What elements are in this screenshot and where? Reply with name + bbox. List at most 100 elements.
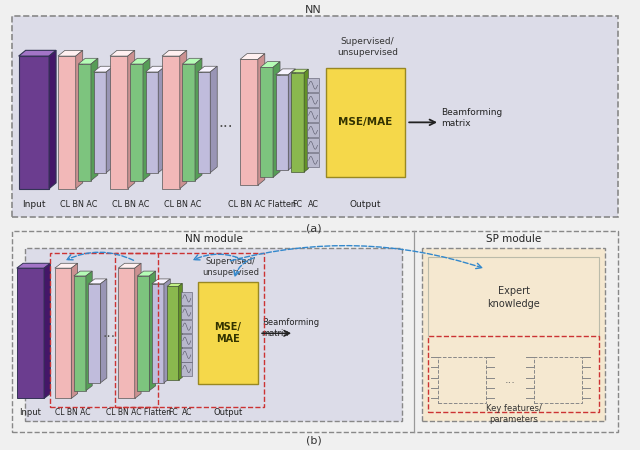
Text: CL BN AC: CL BN AC xyxy=(60,200,97,209)
Polygon shape xyxy=(86,271,92,391)
Polygon shape xyxy=(162,50,187,56)
FancyBboxPatch shape xyxy=(307,138,319,153)
Polygon shape xyxy=(100,279,107,383)
Polygon shape xyxy=(88,284,100,383)
FancyBboxPatch shape xyxy=(25,248,403,421)
FancyBboxPatch shape xyxy=(307,93,319,108)
Text: Supervised/
unsupervised: Supervised/ unsupervised xyxy=(202,257,259,277)
FancyBboxPatch shape xyxy=(181,334,193,347)
FancyBboxPatch shape xyxy=(12,231,618,432)
Polygon shape xyxy=(17,268,44,398)
Polygon shape xyxy=(93,66,113,72)
Polygon shape xyxy=(145,66,165,72)
Polygon shape xyxy=(162,56,180,189)
FancyBboxPatch shape xyxy=(326,68,405,177)
Polygon shape xyxy=(78,64,91,180)
Polygon shape xyxy=(273,62,280,177)
Polygon shape xyxy=(106,66,113,173)
Polygon shape xyxy=(198,66,217,72)
Polygon shape xyxy=(58,56,76,189)
Text: ...: ... xyxy=(103,326,116,340)
Text: MSE/
MAE: MSE/ MAE xyxy=(214,322,241,345)
Polygon shape xyxy=(19,56,49,189)
Text: ...: ... xyxy=(505,375,515,385)
Text: FC: FC xyxy=(292,200,303,209)
Polygon shape xyxy=(276,75,288,170)
Text: CL BN AC: CL BN AC xyxy=(112,200,150,209)
Polygon shape xyxy=(258,54,265,185)
Polygon shape xyxy=(128,50,135,189)
Text: FC: FC xyxy=(168,408,178,417)
Text: ...: ... xyxy=(218,115,233,130)
Polygon shape xyxy=(179,284,182,380)
Polygon shape xyxy=(55,268,71,398)
Polygon shape xyxy=(276,69,295,75)
FancyBboxPatch shape xyxy=(12,16,618,217)
Text: AC: AC xyxy=(308,200,319,209)
Polygon shape xyxy=(110,56,128,189)
FancyBboxPatch shape xyxy=(181,348,193,361)
Polygon shape xyxy=(88,279,107,284)
Polygon shape xyxy=(167,286,179,380)
FancyBboxPatch shape xyxy=(181,320,193,333)
Polygon shape xyxy=(91,58,98,180)
Polygon shape xyxy=(240,54,265,59)
FancyBboxPatch shape xyxy=(422,248,605,421)
FancyBboxPatch shape xyxy=(307,108,319,122)
Polygon shape xyxy=(76,50,83,189)
Polygon shape xyxy=(44,263,51,398)
Polygon shape xyxy=(182,58,202,64)
Text: (b): (b) xyxy=(306,435,321,445)
Polygon shape xyxy=(152,284,164,383)
Polygon shape xyxy=(110,50,135,56)
FancyBboxPatch shape xyxy=(428,257,599,338)
Text: MSE/MAE: MSE/MAE xyxy=(338,117,392,127)
Text: Beamforming
matrix: Beamforming matrix xyxy=(441,108,502,128)
Polygon shape xyxy=(260,68,273,177)
Polygon shape xyxy=(55,263,77,268)
Polygon shape xyxy=(71,263,77,398)
Text: Supervised/
unsupervised: Supervised/ unsupervised xyxy=(337,37,398,57)
FancyBboxPatch shape xyxy=(307,123,319,137)
Text: SP module: SP module xyxy=(486,234,541,244)
Text: CL BN AC Flatten: CL BN AC Flatten xyxy=(106,408,171,417)
Polygon shape xyxy=(198,72,211,173)
Text: Key features/
parameters: Key features/ parameters xyxy=(486,404,541,424)
FancyBboxPatch shape xyxy=(307,78,319,92)
Polygon shape xyxy=(288,69,295,170)
Polygon shape xyxy=(304,69,308,172)
Polygon shape xyxy=(49,50,56,189)
Text: NN module: NN module xyxy=(185,234,243,244)
Text: CL BN AC Flatten: CL BN AC Flatten xyxy=(228,200,296,209)
Polygon shape xyxy=(78,58,98,64)
Text: Output: Output xyxy=(213,408,243,417)
Polygon shape xyxy=(58,50,83,56)
Polygon shape xyxy=(74,271,92,276)
Polygon shape xyxy=(118,268,135,398)
Polygon shape xyxy=(158,66,165,173)
Polygon shape xyxy=(149,271,156,391)
Polygon shape xyxy=(180,50,187,189)
Polygon shape xyxy=(260,62,280,68)
Text: Input: Input xyxy=(19,408,41,417)
Polygon shape xyxy=(137,271,156,276)
Polygon shape xyxy=(74,276,86,391)
Polygon shape xyxy=(291,69,308,72)
Polygon shape xyxy=(211,66,217,173)
Polygon shape xyxy=(131,64,143,180)
Polygon shape xyxy=(93,72,106,173)
Polygon shape xyxy=(143,58,150,180)
Text: Beamforming
matrix: Beamforming matrix xyxy=(262,318,319,338)
FancyBboxPatch shape xyxy=(428,336,599,412)
Polygon shape xyxy=(145,72,158,173)
Text: CL BN AC: CL BN AC xyxy=(55,408,90,417)
Polygon shape xyxy=(17,263,51,268)
Polygon shape xyxy=(137,276,149,391)
Polygon shape xyxy=(167,284,182,286)
Polygon shape xyxy=(164,279,170,383)
Text: AC: AC xyxy=(182,408,192,417)
Text: (a): (a) xyxy=(306,223,321,233)
Polygon shape xyxy=(118,263,141,268)
FancyBboxPatch shape xyxy=(181,292,193,305)
Text: Input: Input xyxy=(22,200,45,209)
